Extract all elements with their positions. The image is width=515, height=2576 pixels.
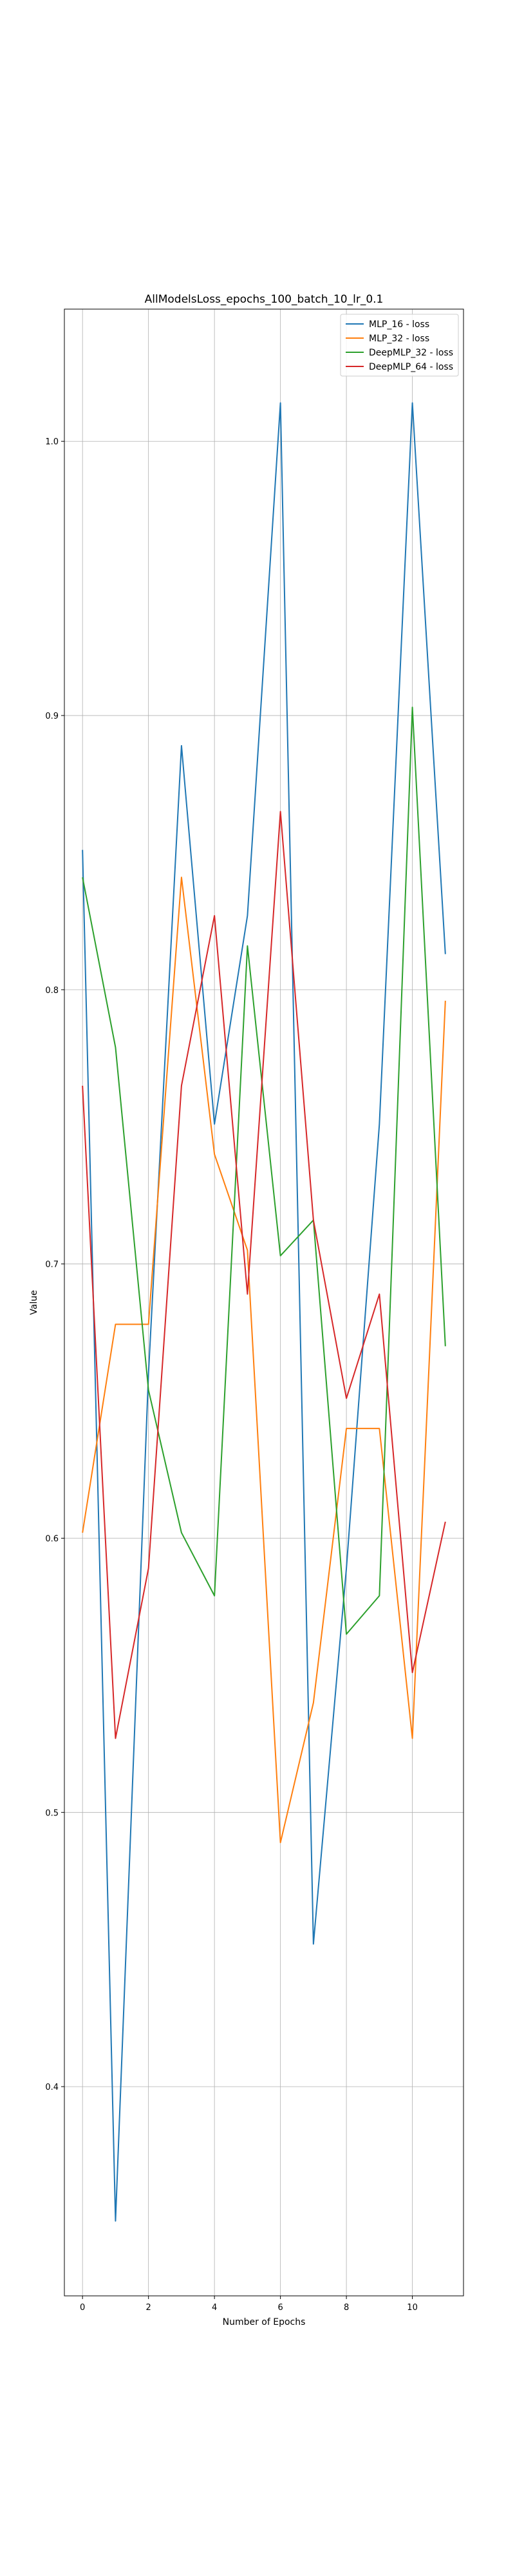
x-tick-label: 0 bbox=[80, 2303, 85, 2313]
x-tick-label: 8 bbox=[344, 2303, 349, 2313]
legend-label: DeepMLP_32 - loss bbox=[369, 348, 453, 358]
grid-lines bbox=[64, 309, 464, 2296]
x-axis-label: Number of Epochs bbox=[223, 2317, 306, 2327]
y-tick-label: 0.8 bbox=[45, 986, 59, 996]
x-tick-label: 2 bbox=[146, 2303, 151, 2313]
chart-title: AllModelsLoss_epochs_100_batch_10_lr_0.1 bbox=[145, 293, 384, 306]
plot-area-frame bbox=[64, 308, 464, 2297]
series-lines bbox=[82, 402, 446, 2222]
y-tick-label: 1.0 bbox=[45, 437, 59, 447]
x-tick-label: 6 bbox=[277, 2303, 283, 2313]
y-tick-label: 0.9 bbox=[45, 712, 59, 721]
y-axis-label: Value bbox=[29, 1290, 39, 1314]
series-line-deepmlp-32 bbox=[82, 706, 446, 1635]
axis-ticks: 0 2 4 6 8 10 0.4 0.5 0.6 0.7 0.8 0.9 1.0 bbox=[45, 437, 418, 2313]
series-line-mlp-16 bbox=[82, 402, 446, 2222]
legend-label: MLP_32 - loss bbox=[369, 334, 429, 344]
x-tick-label: 10 bbox=[407, 2303, 418, 2313]
x-tick-label: 4 bbox=[212, 2303, 217, 2313]
y-tick-label: 0.7 bbox=[45, 1260, 59, 1270]
legend-label: MLP_16 - loss bbox=[369, 319, 429, 330]
legend: MLP_16 - loss MLP_32 - loss DeepMLP_32 - l… bbox=[340, 314, 459, 377]
y-tick-label: 0.4 bbox=[45, 2083, 59, 2092]
legend-box bbox=[340, 314, 459, 377]
series-line-deepmlp-64 bbox=[82, 811, 446, 1739]
y-tick-label: 0.6 bbox=[45, 1534, 59, 1544]
y-tick-label: 0.5 bbox=[45, 1808, 59, 1818]
series-line-mlp-32 bbox=[82, 876, 446, 1844]
legend-label: DeepMLP_64 - loss bbox=[369, 362, 453, 372]
